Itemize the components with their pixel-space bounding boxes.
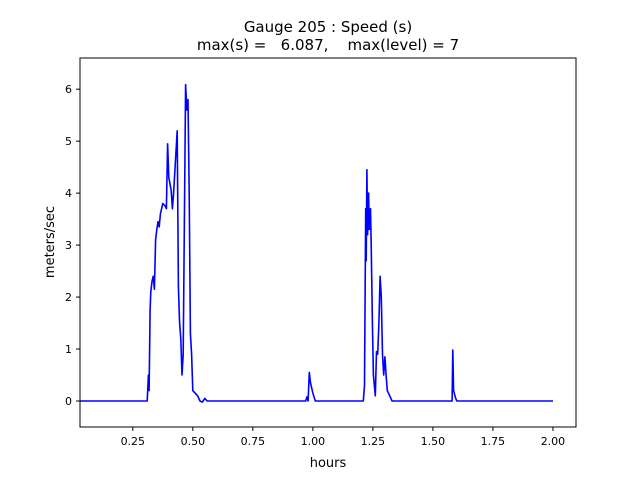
y-tick-label: 3 xyxy=(65,239,72,252)
y-tick-label: 2 xyxy=(65,291,72,304)
y-axis-label: meters/sec xyxy=(43,206,58,278)
chart-subtitle: max(s) = 6.087, max(level) = 7 xyxy=(197,36,459,54)
x-tick-label: 1.75 xyxy=(481,435,506,448)
speed-series-line xyxy=(80,83,553,403)
x-tick-label: 1.50 xyxy=(421,435,446,448)
x-tick-label: 0.50 xyxy=(181,435,206,448)
y-tick-label: 6 xyxy=(65,83,72,96)
y-tick-label: 4 xyxy=(65,187,72,200)
chart-title: Gauge 205 : Speed (s) xyxy=(244,18,412,36)
y-tick-label: 5 xyxy=(65,135,72,148)
x-axis-label: hours xyxy=(310,456,347,471)
x-tick-label: 1.00 xyxy=(301,435,326,448)
x-tick-label: 0.75 xyxy=(241,435,266,448)
axes-frame xyxy=(79,57,577,428)
x-tick-label: 1.25 xyxy=(361,435,386,448)
x-tick-label: 0.25 xyxy=(121,435,146,448)
x-tick-label: 2.00 xyxy=(541,435,566,448)
y-tick-label: 0 xyxy=(65,395,72,408)
y-tick-label: 1 xyxy=(65,343,72,356)
